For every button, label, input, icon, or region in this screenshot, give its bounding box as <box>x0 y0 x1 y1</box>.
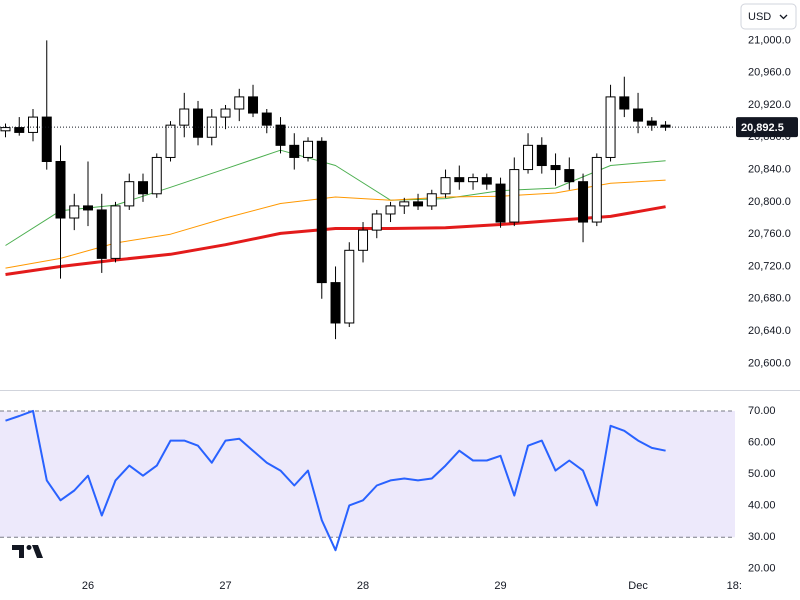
candle-body <box>633 108 644 122</box>
x-tick-label: 18: <box>727 580 742 592</box>
candle-body <box>371 213 382 231</box>
last-price-label: 20,892.5 <box>741 122 784 134</box>
candle-body <box>275 124 286 146</box>
candle-body <box>591 156 602 223</box>
candle-body <box>124 181 135 207</box>
candle-body <box>399 201 410 207</box>
candle-body <box>619 96 630 110</box>
candle-body <box>248 96 259 114</box>
candle-body <box>96 209 107 259</box>
candle-body <box>69 205 80 219</box>
candle-body <box>83 205 94 211</box>
y-tick-label: 60.00 <box>748 436 776 448</box>
y-tick-label: 50.00 <box>748 468 776 480</box>
candle-body <box>605 96 616 158</box>
x-tick-label: 27 <box>219 580 231 592</box>
x-tick-label: 26 <box>82 580 94 592</box>
candle-body <box>523 144 534 171</box>
candle-body <box>138 181 149 195</box>
y-tick-label: 20,720.0 <box>748 260 791 272</box>
candle-body <box>385 205 396 215</box>
candle-body <box>426 193 437 207</box>
candle-body <box>454 177 465 183</box>
candle-body <box>316 140 327 284</box>
button-frame[interactable] <box>740 3 797 30</box>
candle-body <box>660 124 671 128</box>
y-tick-label: 20,840.0 <box>748 163 791 175</box>
last-price-box <box>736 117 798 138</box>
candle-body <box>440 177 451 195</box>
logo-v <box>32 545 43 558</box>
candle-body <box>413 201 424 207</box>
x-tick-label: 29 <box>494 580 506 592</box>
y-tick-label: 20,920.0 <box>748 99 791 111</box>
logo <box>12 545 43 558</box>
y-tick-label: 20,600.0 <box>748 357 791 369</box>
candle-body <box>358 229 369 251</box>
candle-body <box>289 144 300 158</box>
logo-dot <box>26 545 32 550</box>
rsi-line <box>5 409 666 552</box>
y-tick-label: 30.00 <box>748 531 776 543</box>
candle-body <box>28 116 39 133</box>
y-tick-label: 70.00 <box>748 405 776 417</box>
candle-body <box>14 127 25 133</box>
y-tick-label: 20,640.0 <box>748 325 791 337</box>
candle-body <box>578 181 589 223</box>
candle-body <box>110 205 121 259</box>
candle-body <box>151 156 162 195</box>
candle-body <box>495 183 506 223</box>
candle-body <box>55 160 66 219</box>
candle-body <box>179 108 190 126</box>
y-tick-label: 20,960.0 <box>748 67 791 79</box>
candle-body <box>550 165 561 171</box>
rsi-band <box>0 410 735 538</box>
candle-body <box>303 140 314 158</box>
x-tick-label: Dec <box>628 580 648 592</box>
x-tick-label: 28 <box>357 580 369 592</box>
y-tick-label: 20,800.0 <box>748 196 791 208</box>
currency-button[interactable]: USD <box>740 3 797 30</box>
y-tick-label: 20,680.0 <box>748 293 791 305</box>
candle-body <box>206 116 217 138</box>
logo-t <box>12 545 24 558</box>
candle-body <box>564 169 575 183</box>
candle-body <box>220 108 231 118</box>
currency-label[interactable]: USD <box>748 11 771 23</box>
candle-body <box>193 108 204 138</box>
y-tick-label: 40.00 <box>748 500 776 512</box>
candle-body <box>261 112 272 126</box>
candle-body <box>646 120 657 126</box>
candle-body <box>330 282 341 324</box>
candle-body <box>481 177 492 185</box>
candle-body <box>234 96 245 110</box>
candle-body <box>536 144 547 167</box>
candle-body <box>344 249 355 324</box>
candle-body <box>165 124 176 158</box>
candle-body <box>41 116 52 162</box>
y-tick-label: 20,760.0 <box>748 228 791 240</box>
chevron[interactable] <box>779 14 788 20</box>
y-tick-label: 21,000.0 <box>748 34 791 46</box>
candle-body <box>509 169 520 223</box>
candle-body <box>468 177 479 183</box>
candle-body <box>0 127 11 132</box>
y-tick-label: 20.00 <box>748 563 776 575</box>
